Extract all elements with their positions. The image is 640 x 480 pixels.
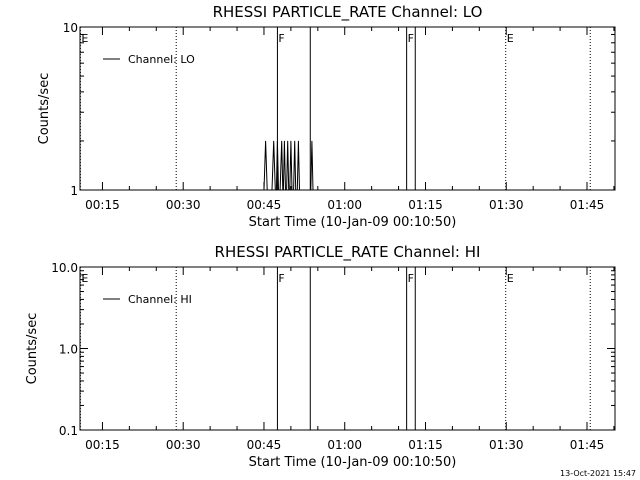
chart-title: RHESSI PARTICLE_RATE Channel: HI <box>215 243 481 262</box>
chart-panel-hi: RHESSI PARTICLE_RATE Channel: HI E F F E 00:1… <box>25 243 616 470</box>
chart-panels: RHESSI PARTICLE_RATE Channel: LO E F F E 00:1… <box>25 3 616 470</box>
x-tick-label: 00:30 <box>166 198 201 212</box>
series-line <box>263 140 314 190</box>
x-tick-label: 00:15 <box>85 438 120 452</box>
x-tick-label: 01:15 <box>408 438 443 452</box>
x-tick-label: 00:30 <box>166 438 201 452</box>
y-tick-label: 1.0 <box>59 343 78 357</box>
x-tick-label: 01:30 <box>489 438 524 452</box>
x-axis-label: Start Time (10-Jan-09 00:10:50) <box>249 455 457 470</box>
x-axis-label: Start Time (10-Jan-09 00:10:50) <box>249 215 457 230</box>
event-marker-label: E <box>81 272 88 285</box>
y-axis-label: Counts/sec <box>37 73 52 145</box>
x-tick-label: 01:30 <box>489 198 524 212</box>
event-marker-label: E <box>507 32 514 45</box>
x-tick-label: 01:15 <box>408 198 443 212</box>
y-tick-label: 10.0 <box>51 261 78 275</box>
footer-timestamp: 13-Oct-2021 15:47 <box>560 469 636 478</box>
x-tick-label: 00:15 <box>85 198 120 212</box>
y-tick-label: 0.1 <box>59 424 78 438</box>
chart-title: RHESSI PARTICLE_RATE Channel: LO <box>213 3 483 22</box>
event-marker-label: F <box>408 272 414 285</box>
legend-label: Channel: LO <box>128 53 195 66</box>
event-marker-label: F <box>278 272 284 285</box>
x-tick-label: 00:45 <box>247 438 282 452</box>
x-tick-label: 01:45 <box>570 438 605 452</box>
x-tick-label: 01:00 <box>327 198 362 212</box>
x-tick-label: 01:45 <box>570 198 605 212</box>
event-marker-label: F <box>408 32 414 45</box>
x-tick-label: 01:00 <box>327 438 362 452</box>
chart-panel-lo: RHESSI PARTICLE_RATE Channel: LO E F F E 00:1… <box>37 3 616 230</box>
event-marker-label: F <box>278 32 284 45</box>
y-axis-label: Counts/sec <box>25 313 40 385</box>
x-tick-label: 00:45 <box>247 198 282 212</box>
y-tick-label: 10 <box>63 21 78 35</box>
event-marker-label: E <box>81 32 88 45</box>
legend-label: Channel: HI <box>128 293 192 306</box>
event-marker-label: E <box>507 272 514 285</box>
y-tick-label: 1 <box>70 184 78 198</box>
